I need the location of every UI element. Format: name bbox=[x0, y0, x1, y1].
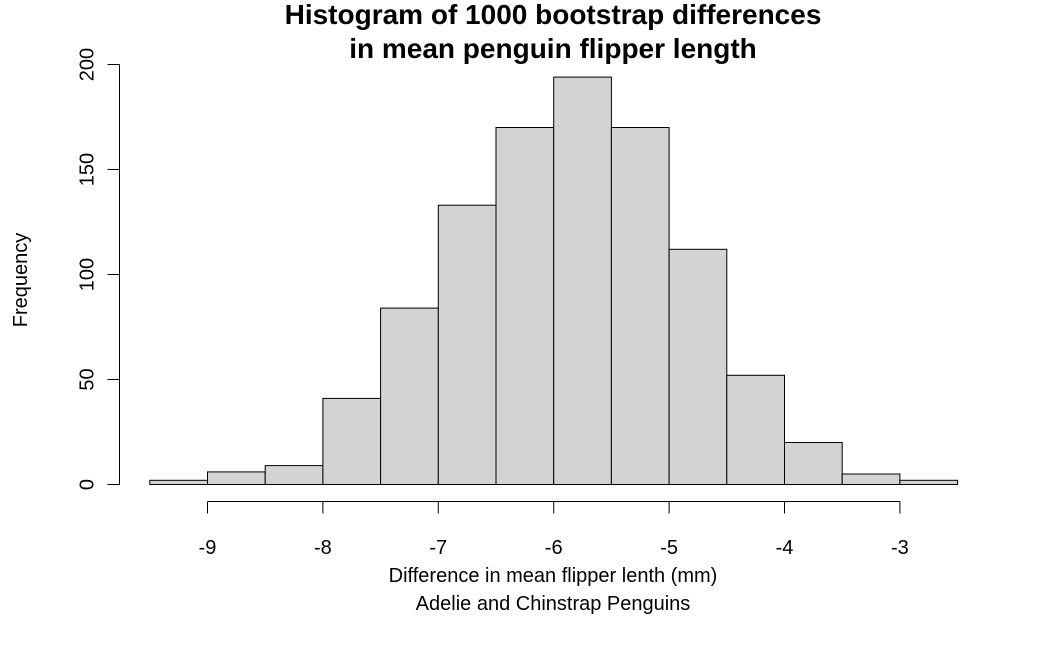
y-axis: 0 50 100 150 200 bbox=[77, 48, 120, 490]
histogram-bar bbox=[610, 127, 670, 485]
chart-title-line-1: Histogram of 1000 bootstrap differences bbox=[285, 0, 822, 30]
y-axis-title: Frequency bbox=[10, 233, 32, 328]
x-tick-label: -4 bbox=[776, 537, 794, 559]
x-tick-label: -5 bbox=[660, 537, 678, 559]
x-tick-label: -8 bbox=[314, 537, 332, 559]
histogram-bar bbox=[841, 473, 901, 485]
histogram-bar bbox=[553, 76, 612, 485]
y-tick-label: 0 bbox=[77, 479, 99, 490]
y-tick-label: 50 bbox=[77, 368, 99, 390]
x-axis-subtitle: Adelie and Chinstrap Penguins bbox=[416, 593, 691, 615]
histogram-bar bbox=[495, 127, 555, 485]
histogram-bar bbox=[149, 479, 209, 485]
histogram-bar bbox=[437, 204, 497, 485]
x-tick-label: -3 bbox=[891, 537, 909, 559]
histogram-bar bbox=[207, 471, 266, 485]
histogram-bar bbox=[899, 479, 959, 485]
x-tick-label: -7 bbox=[429, 537, 447, 559]
histogram-bar bbox=[668, 248, 728, 485]
y-tick-label: 100 bbox=[77, 258, 99, 291]
chart-title-line-2: in mean penguin flipper length bbox=[349, 33, 757, 64]
y-tick-label: 150 bbox=[77, 153, 99, 186]
x-axis-title: Difference in mean flipper lenth (mm) bbox=[389, 565, 718, 587]
histogram-bar bbox=[264, 465, 324, 486]
x-tick-label: -9 bbox=[199, 537, 217, 559]
x-axis: -9 -8 -7 -6 -5 -4 -3 bbox=[199, 501, 909, 559]
histogram-bar bbox=[322, 397, 382, 485]
histogram-bar bbox=[784, 442, 843, 485]
x-tick-label: -6 bbox=[545, 537, 563, 559]
y-tick-label: 200 bbox=[77, 48, 99, 81]
histogram-bar bbox=[380, 307, 439, 485]
histogram-bar bbox=[726, 374, 785, 485]
histogram-bars bbox=[149, 76, 959, 486]
